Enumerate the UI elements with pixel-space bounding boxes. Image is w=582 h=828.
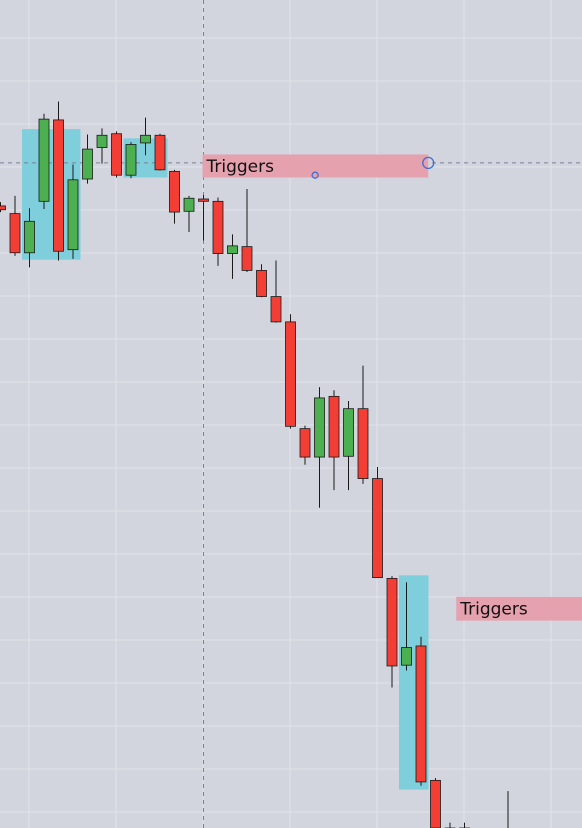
candle-30 <box>415 636 427 786</box>
candle-body-down <box>53 119 64 252</box>
candle-body-up <box>125 144 137 176</box>
candle-body-down <box>9 213 21 254</box>
candle-body-up <box>82 148 93 180</box>
candle-12 <box>154 133 166 171</box>
candle-body-down <box>430 779 441 828</box>
candle-27 <box>372 467 383 579</box>
candle-body-down <box>415 645 427 783</box>
candle-29 <box>401 582 412 671</box>
candle-4 <box>38 113 50 209</box>
candle-11 <box>140 117 151 156</box>
candle-body-down <box>111 133 122 176</box>
candle-13 <box>169 169 180 224</box>
candle-10 <box>125 142 137 179</box>
candle-body-up <box>38 118 50 202</box>
candle-26 <box>357 365 369 484</box>
candle-body-up <box>183 197 195 212</box>
candle-body-up <box>401 647 412 666</box>
candle-23 <box>314 387 325 508</box>
candle-body-down <box>212 200 224 254</box>
candle-body-up <box>96 134 108 148</box>
candle-9 <box>111 131 122 178</box>
candle-7 <box>82 134 93 184</box>
triggers-label-2: Triggers <box>459 600 528 620</box>
candle-18 <box>241 189 253 272</box>
candle-28 <box>386 576 398 688</box>
candle-3 <box>24 208 35 268</box>
candle-5 <box>53 101 64 261</box>
candle-body-down <box>0 205 6 211</box>
candle-body-down <box>270 296 282 323</box>
candle-16 <box>212 197 224 266</box>
candle-body-up <box>140 134 151 144</box>
candle-6 <box>67 164 79 259</box>
candle-15 <box>198 195 209 241</box>
candle-24 <box>328 390 340 491</box>
candle-body-down <box>386 578 398 667</box>
candle-body-down <box>372 478 383 579</box>
drawing-handle-1[interactable] <box>422 156 435 170</box>
candle-body-up <box>24 220 35 254</box>
candle-1 <box>0 202 6 213</box>
candle-19 <box>256 264 267 298</box>
candle-17 <box>227 234 238 279</box>
candle-body-down <box>241 246 253 271</box>
candle-22 <box>299 425 311 465</box>
candle-32 <box>444 822 456 828</box>
candle-body-down <box>198 198 209 202</box>
candle-body-down <box>328 395 340 458</box>
candle-20 <box>270 260 282 323</box>
candle-21 <box>285 314 296 429</box>
candle-body-up <box>227 245 238 254</box>
candle-body-down <box>169 170 180 213</box>
candles <box>0 101 509 828</box>
candle-body-down <box>154 134 166 171</box>
candle-body-up <box>67 179 79 251</box>
candle-2 <box>9 195 21 256</box>
candle-8 <box>96 128 108 164</box>
candle-body-down <box>285 321 296 427</box>
candle-body-up <box>314 397 325 458</box>
candle-body-down <box>256 270 267 297</box>
candle-25 <box>343 400 354 491</box>
candle-body-down <box>357 408 369 479</box>
candle-33 <box>459 822 470 828</box>
drawing-handles <box>311 156 435 179</box>
candle-14 <box>183 195 195 233</box>
triggers-zone-2[interactable] <box>456 596 582 621</box>
candle-body-down <box>299 428 311 458</box>
triggers-label-1: Triggers <box>206 157 275 177</box>
annotation-labels: Triggers Triggers <box>202 154 582 621</box>
drawing-handle-2[interactable] <box>311 171 319 179</box>
candle-31 <box>430 778 441 828</box>
candle-body-up <box>343 408 354 457</box>
triggers-zone-1[interactable] <box>202 154 429 178</box>
